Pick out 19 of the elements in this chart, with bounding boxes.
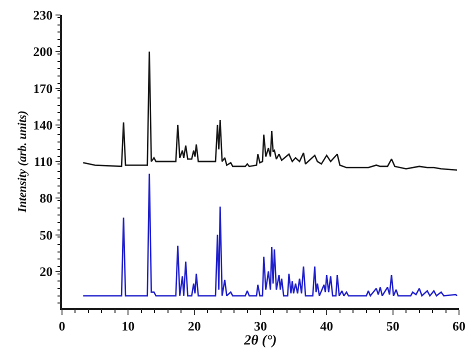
x-tick-label: 20 xyxy=(188,318,201,334)
x-tick-label: 40 xyxy=(320,318,334,334)
y-tick-label: 50 xyxy=(40,227,53,242)
y-tick-label: 230 xyxy=(33,8,53,23)
y-tick-label: 140 xyxy=(33,117,53,132)
x-tick-label: 10 xyxy=(122,318,135,334)
line-series xyxy=(82,50,458,171)
y-tick-label: 110 xyxy=(34,154,53,170)
y-tick-label: 170 xyxy=(33,80,53,96)
x-tick-label: 50 xyxy=(386,318,400,334)
x-tick-label: 30 xyxy=(254,318,267,334)
y-tick-label: 200 xyxy=(33,44,53,60)
y-tick-label: 80 xyxy=(40,190,53,206)
x-tick-label: 60 xyxy=(452,318,466,334)
x-tick-label: 0 xyxy=(58,318,66,334)
line-series xyxy=(82,173,458,296)
y-axis-title: Intensity (arb. units) xyxy=(14,110,29,214)
y-tick-label: 20 xyxy=(40,264,53,279)
x-axis-title: 2θ (°) xyxy=(243,333,277,348)
